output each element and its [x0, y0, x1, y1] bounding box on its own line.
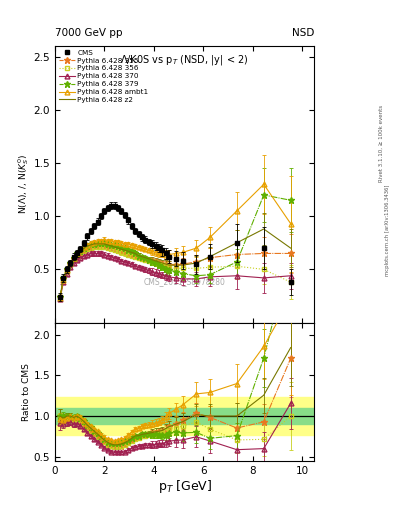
Text: NSD: NSD: [292, 28, 314, 38]
Text: Rivet 3.1.10, ≥ 100k events: Rivet 3.1.10, ≥ 100k events: [379, 105, 384, 182]
Bar: [55, 408, 314, 424]
Text: 7000 GeV pp: 7000 GeV pp: [55, 28, 123, 38]
Y-axis label: N($\Lambda$), /, N($K^0_S$): N($\Lambda$), /, N($K^0_S$): [16, 154, 31, 215]
X-axis label: p$_T$ [GeV]: p$_T$ [GeV]: [158, 478, 212, 496]
Bar: [55, 397, 314, 435]
Text: mcplots.cern.ch [arXiv:1306.3436]: mcplots.cern.ch [arXiv:1306.3436]: [385, 185, 389, 276]
Legend: CMS, Pythia 6.428 355, Pythia 6.428 356, Pythia 6.428 370, Pythia 6.428 379, Pyt: CMS, Pythia 6.428 355, Pythia 6.428 356,…: [57, 48, 150, 104]
Text: CMS_2011_S8978280: CMS_2011_S8978280: [144, 278, 226, 287]
Text: $\Lambda$/K0S vs p$_T$ (NSD, |y| < 2): $\Lambda$/K0S vs p$_T$ (NSD, |y| < 2): [121, 53, 249, 67]
Y-axis label: Ratio to CMS: Ratio to CMS: [22, 362, 31, 421]
